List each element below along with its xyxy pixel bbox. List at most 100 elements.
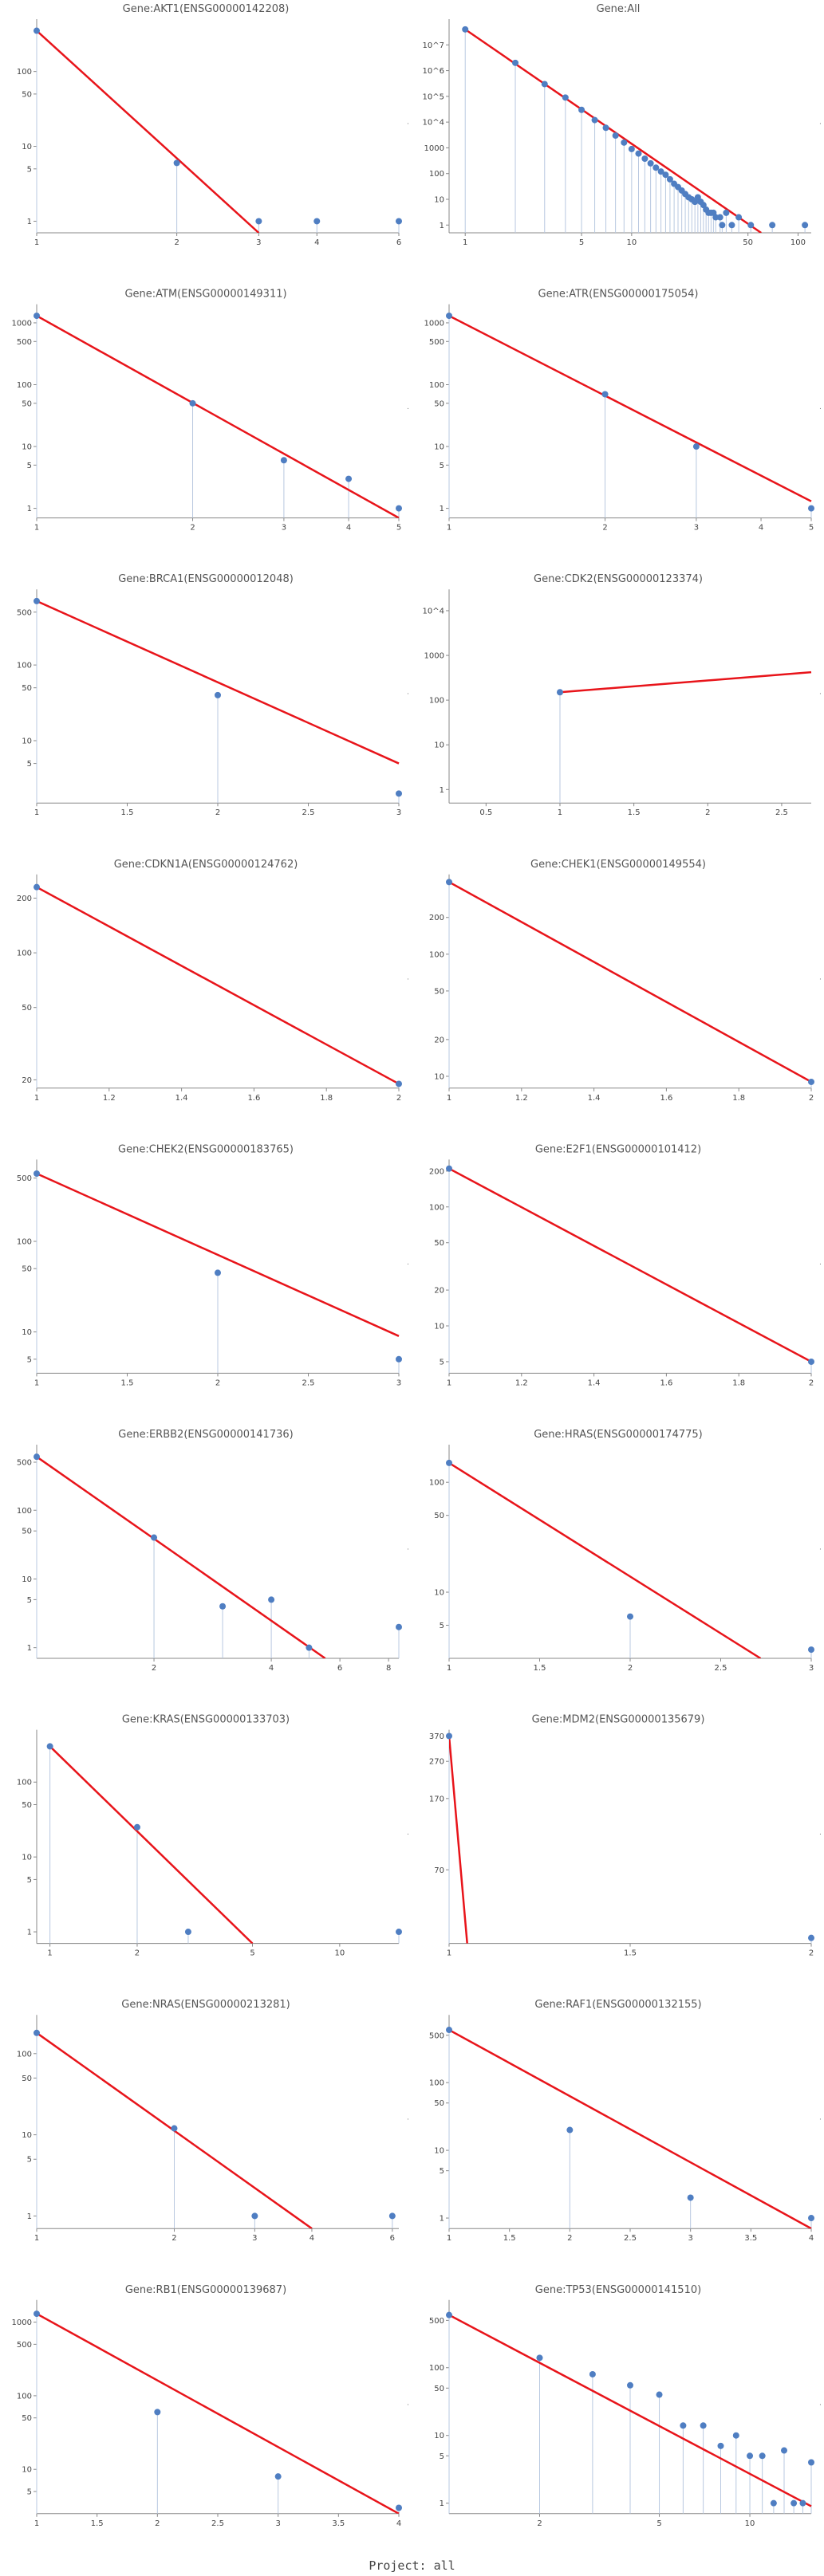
fit-line xyxy=(449,1461,762,1658)
y-tick-label: 5 xyxy=(27,462,32,470)
y-tick-label: 500 xyxy=(429,2317,444,2326)
x-tick-label: 2 xyxy=(215,1378,220,1387)
y-tick-label: 70 xyxy=(434,1866,444,1875)
x-tick-label: 2 xyxy=(537,2519,542,2528)
y-tick-label: 10^5 xyxy=(423,92,444,101)
y-tick-label: 5 xyxy=(27,165,32,174)
x-tick-label: 2 xyxy=(172,2234,176,2243)
x-tick-label: 4 xyxy=(759,524,763,533)
y-tick-label: 1 xyxy=(440,505,444,513)
x-tick-label: 2.5 xyxy=(302,808,315,817)
x-tick-label: 2 xyxy=(705,808,710,817)
x-tick-label: 1.5 xyxy=(624,1949,637,1958)
data-point xyxy=(313,218,321,225)
x-tick-label: 5 xyxy=(396,524,401,533)
panel-title: Gene:MDM2(ENSG00000135679) xyxy=(532,1714,705,1726)
fit-line xyxy=(464,28,762,233)
y-tick-label: 100 xyxy=(17,1237,32,1246)
side-tick-mark: · xyxy=(407,1546,409,1554)
x-tick-label: 1 xyxy=(447,2234,451,2243)
x-tick-label: 1.4 xyxy=(175,1094,188,1103)
y-tick-label: 20 xyxy=(22,1076,32,1085)
y-tick-label: 200 xyxy=(429,914,444,922)
x-tick-label: 2.5 xyxy=(211,2519,224,2528)
chart-panel-17: Gene:TP53(ENSG00000141510)2 5 101510501005… xyxy=(429,2284,822,2528)
x-tick-label: 5 xyxy=(250,1949,254,1958)
data-point xyxy=(647,159,654,167)
side-tick-mark: · xyxy=(407,1831,409,1839)
data-point xyxy=(723,209,730,216)
chart-panel-6: Gene:CDKN1A(ENSG00000124762) 1 1.2 1.4 1.6 1.… xyxy=(17,859,409,1103)
x-tick-label: 1.8 xyxy=(320,1094,333,1103)
y-tick-label: 20 xyxy=(434,1036,444,1044)
data-point xyxy=(747,222,755,229)
fit-line xyxy=(37,1172,400,1337)
y-tick-label: 10 xyxy=(434,2432,444,2440)
chart-panel-3: Gene:ATR(ENSG00000175054) 1 2 3 4 5 1 5 10 50 100 5… xyxy=(424,289,822,533)
x-tick-label: 1 xyxy=(34,524,39,533)
panel-title: Gene:KRAS(ENSG00000133703) xyxy=(122,1714,290,1726)
panel-title: Gene:ATR(ENSG00000175054) xyxy=(538,289,699,301)
y-tick-label: 10 xyxy=(434,1323,444,1331)
data-point xyxy=(735,214,743,221)
y-tick-label: 50 xyxy=(434,1512,444,1520)
y-tick-label: 10 xyxy=(22,143,32,151)
x-tick-label: 2 xyxy=(809,1094,814,1103)
x-tick-label: 1 xyxy=(47,1949,52,1958)
data-point xyxy=(770,2499,777,2507)
data-point xyxy=(171,2125,178,2132)
y-tick-label: 5 xyxy=(440,1622,444,1630)
chart-panel-2: Gene:ATM(ENSG00000149311) 1 2 3 4 5 1 5 10 50 100 5… xyxy=(12,289,409,533)
data-point xyxy=(700,2422,707,2429)
x-tick-label: 1 xyxy=(34,808,39,817)
y-tick-label: 1000 xyxy=(424,144,444,153)
y-tick-label: 100 xyxy=(17,1507,32,1516)
x-tick-label: 1 xyxy=(34,2234,39,2243)
data-point xyxy=(446,1459,452,1466)
x-tick-label: 3.5 xyxy=(744,2234,757,2243)
y-tick-label: 5 xyxy=(440,462,444,470)
y-tick-label: 500 xyxy=(429,2031,444,2040)
y-tick-label: 1 xyxy=(440,2499,444,2508)
y-tick-label: 5 xyxy=(440,2452,444,2461)
data-point xyxy=(396,1929,402,1936)
data-point xyxy=(612,132,619,140)
data-point xyxy=(255,218,262,225)
data-point xyxy=(719,222,726,229)
y-tick-label: 100 xyxy=(429,950,444,959)
y-tick-label: 50 xyxy=(22,2414,32,2423)
y-tick-label: 5 xyxy=(27,1596,32,1605)
y-tick-label: 100 xyxy=(429,1203,444,1212)
y-tick-label: 50 xyxy=(22,684,32,693)
data-point xyxy=(133,1823,140,1831)
x-tick-label: 2 xyxy=(190,524,195,533)
panel-title: Gene:ERBB2(ENSG00000141736) xyxy=(118,1429,293,1441)
x-tick-label: 1.6 xyxy=(660,1094,672,1103)
y-tick-label: 20 xyxy=(434,1287,444,1296)
x-tick-label: 1 xyxy=(558,808,562,817)
x-tick-label: 2 xyxy=(135,1949,140,1958)
data-point xyxy=(396,1080,402,1087)
data-point xyxy=(641,155,649,162)
y-tick-label: 100 xyxy=(17,1779,32,1787)
data-point xyxy=(396,1355,402,1363)
x-tick-label: 3 xyxy=(809,1664,814,1673)
data-point xyxy=(396,218,402,225)
data-point xyxy=(345,475,353,482)
side-tick-mark: · xyxy=(407,2401,409,2409)
y-tick-label: 50 xyxy=(22,399,32,408)
x-tick-label: 2.5 xyxy=(624,2234,637,2243)
x-tick-label: 10 xyxy=(745,2519,755,2528)
panel-title: Gene:CHEK2(ENSG00000183765) xyxy=(118,1143,294,1155)
data-point xyxy=(34,2029,40,2036)
y-tick-label: 200 xyxy=(17,895,32,903)
chart-panel-12: Gene:KRAS(ENSG00000133703)1 2 5 10151050100… xyxy=(17,1714,409,1958)
side-tick-mark: · xyxy=(407,120,409,128)
fit-line xyxy=(37,600,400,765)
side-tick-mark: · xyxy=(819,2401,822,2409)
x-tick-label: 1.8 xyxy=(732,1094,745,1103)
fit-line xyxy=(449,2314,812,2507)
fit-line xyxy=(37,2312,400,2514)
y-tick-label: 50 xyxy=(434,1239,444,1248)
panel-title: Gene:E2F1(ENSG00000101412) xyxy=(535,1143,701,1155)
